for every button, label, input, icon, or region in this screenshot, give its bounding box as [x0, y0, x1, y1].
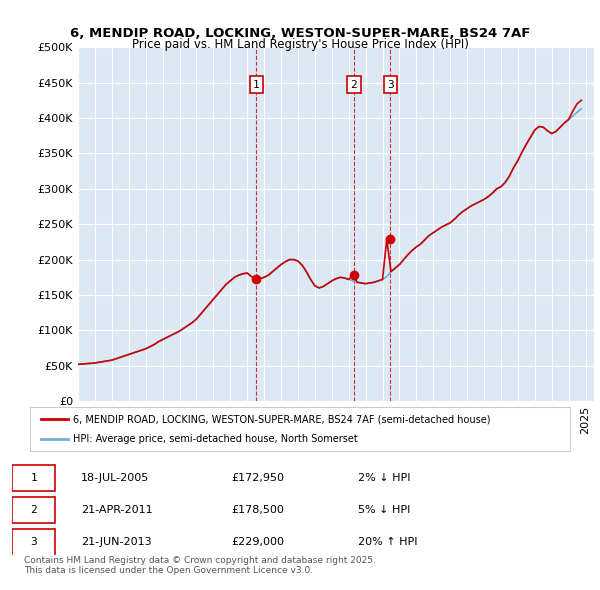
Text: 2: 2 [31, 505, 37, 515]
Text: 6, MENDIP ROAD, LOCKING, WESTON-SUPER-MARE, BS24 7AF: 6, MENDIP ROAD, LOCKING, WESTON-SUPER-MA… [70, 27, 530, 40]
Text: 5% ↓ HPI: 5% ↓ HPI [358, 505, 410, 515]
FancyBboxPatch shape [12, 529, 55, 556]
Text: £229,000: £229,000 [231, 537, 284, 548]
Text: HPI: Average price, semi-detached house, North Somerset: HPI: Average price, semi-detached house,… [73, 434, 358, 444]
Text: 21-JUN-2013: 21-JUN-2013 [81, 537, 152, 548]
Text: 2% ↓ HPI: 2% ↓ HPI [358, 473, 410, 483]
Text: £178,500: £178,500 [231, 505, 284, 515]
Text: 6, MENDIP ROAD, LOCKING, WESTON-SUPER-MARE, BS24 7AF (semi-detached house): 6, MENDIP ROAD, LOCKING, WESTON-SUPER-MA… [73, 415, 491, 424]
Text: 2: 2 [350, 80, 358, 90]
Text: 3: 3 [387, 80, 394, 90]
Text: 20% ↑ HPI: 20% ↑ HPI [358, 537, 417, 548]
Text: £172,950: £172,950 [231, 473, 284, 483]
FancyBboxPatch shape [12, 465, 55, 491]
Text: 3: 3 [31, 537, 37, 548]
Text: 21-APR-2011: 21-APR-2011 [81, 505, 153, 515]
Text: Contains HM Land Registry data © Crown copyright and database right 2025.
This d: Contains HM Land Registry data © Crown c… [24, 556, 376, 575]
Text: 1: 1 [31, 473, 37, 483]
Text: 18-JUL-2005: 18-JUL-2005 [81, 473, 149, 483]
Text: 1: 1 [253, 80, 260, 90]
Text: Price paid vs. HM Land Registry's House Price Index (HPI): Price paid vs. HM Land Registry's House … [131, 38, 469, 51]
FancyBboxPatch shape [12, 497, 55, 523]
